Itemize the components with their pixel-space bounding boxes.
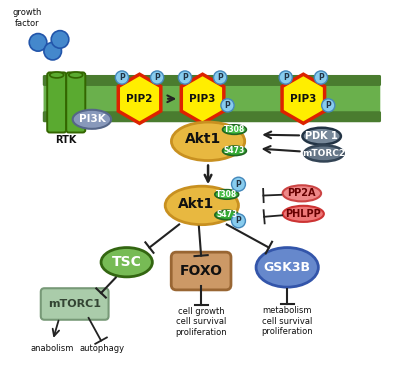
Text: S473: S473 [224,146,245,155]
Circle shape [44,42,62,60]
FancyBboxPatch shape [47,73,66,132]
Circle shape [51,31,69,48]
Ellipse shape [50,72,64,78]
Text: T308: T308 [216,190,237,199]
Text: P: P [236,180,241,189]
Text: P: P [225,101,230,110]
FancyBboxPatch shape [43,75,381,86]
FancyBboxPatch shape [171,252,231,290]
Text: P: P [283,73,289,82]
Ellipse shape [73,110,111,129]
Text: TSC: TSC [112,255,142,269]
Text: Akt1: Akt1 [184,132,221,147]
Ellipse shape [283,185,321,201]
Text: mTORC2: mTORC2 [302,149,346,158]
FancyBboxPatch shape [66,73,85,132]
Text: growth
factor: growth factor [12,8,42,28]
Text: P: P [154,73,160,82]
Ellipse shape [304,145,344,161]
Text: PHLPP: PHLPP [286,209,321,219]
Ellipse shape [69,72,83,78]
Circle shape [279,71,292,84]
Text: PIP3: PIP3 [290,94,316,104]
Circle shape [232,177,246,191]
Circle shape [232,214,246,228]
Circle shape [178,71,192,84]
Text: mTORC1: mTORC1 [48,299,101,309]
Text: FOXO: FOXO [180,264,222,278]
FancyBboxPatch shape [44,84,380,121]
Text: P: P [119,73,125,82]
Text: anabolism: anabolism [30,344,74,353]
Text: PIP2: PIP2 [126,94,153,104]
Circle shape [115,71,128,84]
FancyBboxPatch shape [41,288,108,320]
Ellipse shape [215,190,239,199]
Text: P: P [217,73,223,82]
Circle shape [150,71,164,84]
Text: GSK3B: GSK3B [264,261,311,274]
Ellipse shape [165,186,238,225]
Ellipse shape [302,128,341,145]
Text: PDK 1: PDK 1 [305,131,338,141]
Ellipse shape [222,146,246,155]
Text: PP2A: PP2A [288,188,316,198]
Ellipse shape [215,210,239,220]
Text: S473: S473 [216,211,237,219]
FancyBboxPatch shape [43,111,381,122]
Ellipse shape [172,122,245,161]
Text: P: P [236,216,241,225]
Ellipse shape [222,125,246,134]
Ellipse shape [256,247,318,287]
Text: autophagy: autophagy [80,344,125,353]
Circle shape [214,71,227,84]
Circle shape [322,99,335,112]
Text: PI3K: PI3K [78,114,105,124]
Text: PIP3: PIP3 [189,94,216,104]
Text: P: P [318,73,324,82]
Polygon shape [282,74,324,124]
Text: P: P [182,73,188,82]
Circle shape [221,99,234,112]
Text: metabolism
cell survival
proliferation: metabolism cell survival proliferation [262,306,313,336]
Ellipse shape [283,206,324,222]
Polygon shape [181,74,224,124]
Text: cell growth
cell survival
proliferation: cell growth cell survival proliferation [175,307,227,337]
Text: RTK: RTK [56,135,77,145]
Text: Akt1: Akt1 [178,196,214,211]
Polygon shape [118,74,161,124]
Circle shape [29,33,47,51]
Circle shape [314,71,328,84]
Text: T308: T308 [224,125,245,134]
Ellipse shape [101,247,152,277]
Text: P: P [325,101,331,110]
